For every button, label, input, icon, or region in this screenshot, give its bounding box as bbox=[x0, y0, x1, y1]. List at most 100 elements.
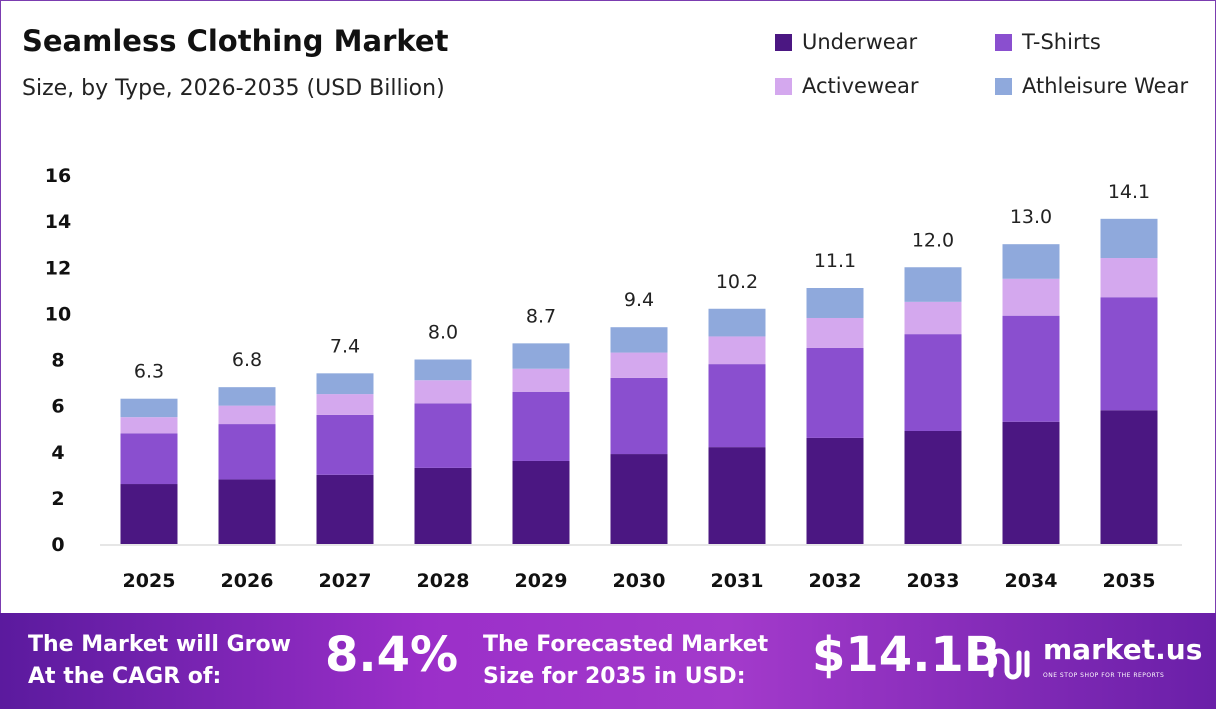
x-tick-label: 2029 bbox=[515, 570, 568, 592]
bar-segment-underwear bbox=[120, 484, 178, 544]
legend-label: Athleisure Wear bbox=[1022, 74, 1189, 98]
x-tick-label: 2033 bbox=[907, 570, 960, 592]
legend-item: Underwear bbox=[775, 30, 917, 54]
bar-segment-activewear bbox=[120, 417, 178, 434]
y-tick-label: 6 bbox=[51, 396, 64, 418]
y-tick-label: 12 bbox=[45, 257, 71, 279]
x-tick-label: 2034 bbox=[1005, 570, 1058, 592]
bar-segment-t-shirts bbox=[120, 433, 178, 485]
bar-segment-activewear bbox=[316, 394, 374, 415]
bar-segment-t-shirts bbox=[1100, 297, 1158, 411]
bar-segment-t-shirts bbox=[610, 377, 668, 455]
legend-item: T-Shirts bbox=[995, 30, 1101, 54]
legend-item: Athleisure Wear bbox=[995, 74, 1188, 98]
bar-segment-t-shirts bbox=[904, 334, 962, 431]
bar-segment-t-shirts bbox=[806, 347, 864, 438]
bar-total-label: 8.7 bbox=[526, 305, 556, 327]
y-tick-label: 8 bbox=[51, 350, 64, 372]
y-tick-label: 14 bbox=[45, 211, 71, 233]
forecast-value: $14.1B bbox=[812, 627, 1001, 683]
legend-swatch bbox=[775, 77, 792, 95]
bar-segment-activewear bbox=[610, 352, 668, 378]
bar-segment-athleisure-wear bbox=[904, 267, 962, 302]
legend-item: Activewear bbox=[775, 74, 919, 98]
bar-segment-athleisure-wear bbox=[414, 359, 472, 381]
bar-segment-athleisure-wear bbox=[218, 387, 276, 406]
logo-text: market.us bbox=[1043, 633, 1203, 666]
bar-segment-athleisure-wear bbox=[610, 327, 668, 353]
legend-label: Underwear bbox=[802, 30, 918, 54]
bar-segment-underwear bbox=[218, 479, 276, 544]
y-tick-label: 2 bbox=[51, 488, 64, 510]
bar-segment-underwear bbox=[1002, 421, 1060, 544]
logo-icon bbox=[988, 648, 1030, 680]
bar-segment-activewear bbox=[218, 405, 276, 425]
bar-segment-t-shirts bbox=[218, 424, 276, 480]
bar-segment-underwear bbox=[708, 447, 766, 544]
bar-segment-activewear bbox=[1002, 278, 1060, 316]
y-tick-label: 0 bbox=[51, 534, 64, 556]
bar-segment-t-shirts bbox=[1002, 315, 1060, 422]
bar-segment-athleisure-wear bbox=[708, 308, 766, 337]
x-tick-label: 2030 bbox=[613, 570, 666, 592]
bar-total-label: 10.2 bbox=[716, 271, 758, 293]
bar-segment-t-shirts bbox=[316, 414, 374, 475]
bar-total-label: 9.4 bbox=[624, 289, 654, 311]
bar-segment-athleisure-wear bbox=[512, 343, 570, 369]
bar-segment-activewear bbox=[904, 301, 962, 335]
cagr-value: 8.4% bbox=[325, 627, 459, 683]
y-tick-label: 4 bbox=[51, 442, 64, 464]
bar-segment-activewear bbox=[414, 380, 472, 404]
legend-label: Activewear bbox=[802, 74, 919, 98]
bar-segment-athleisure-wear bbox=[806, 288, 864, 318]
x-tick-label: 2027 bbox=[319, 570, 372, 592]
cagr-label-line2: At the CAGR of: bbox=[28, 664, 222, 689]
bar-segment-activewear bbox=[1100, 258, 1158, 298]
bar-segment-underwear bbox=[512, 460, 570, 544]
y-tick-label: 16 bbox=[45, 165, 71, 187]
x-tick-label: 2025 bbox=[123, 570, 176, 592]
bar-segment-underwear bbox=[904, 430, 962, 544]
bar-segment-underwear bbox=[806, 437, 864, 544]
bar-segment-underwear bbox=[1100, 410, 1158, 544]
bar-total-label: 14.1 bbox=[1108, 181, 1150, 203]
cagr-label-line1: The Market will Grow bbox=[28, 632, 291, 657]
forecast-label-line2: Size for 2035 in USD: bbox=[483, 664, 746, 689]
bar-total-label: 6.8 bbox=[232, 349, 262, 371]
bar-segment-t-shirts bbox=[512, 391, 570, 461]
forecast-label: The Forecasted Market Size for 2035 in US… bbox=[483, 629, 768, 693]
legend-swatch bbox=[995, 33, 1012, 51]
bar-segment-athleisure-wear bbox=[1002, 244, 1060, 279]
bar-segment-activewear bbox=[806, 317, 864, 348]
chart-title: Seamless Clothing Market bbox=[22, 24, 449, 58]
bar-segment-underwear bbox=[610, 454, 668, 544]
bar-segment-activewear bbox=[708, 336, 766, 365]
chart-subtitle: Size, by Type, 2026-2035 (USD Billion) bbox=[22, 76, 445, 101]
y-tick-label: 10 bbox=[45, 303, 71, 325]
x-tick-label: 2031 bbox=[711, 570, 764, 592]
bar-total-label: 11.1 bbox=[814, 250, 856, 272]
bar-segment-athleisure-wear bbox=[1100, 218, 1158, 259]
bar-segment-activewear bbox=[512, 368, 570, 392]
x-tick-label: 2026 bbox=[221, 570, 274, 592]
bar-total-label: 7.4 bbox=[330, 335, 360, 357]
legend-swatch bbox=[995, 77, 1012, 95]
bar-segment-underwear bbox=[414, 467, 472, 544]
chart-plot: 0 2 4 6 8 10 12 14 16 6.3 2025 6.8 2026 7.4 2027 8.0 202… bbox=[45, 165, 1182, 592]
cagr-label: The Market will Grow At the CAGR of: bbox=[28, 629, 291, 693]
logo-tagline: ONE STOP SHOP FOR THE REPORTS bbox=[1043, 672, 1165, 679]
bar-segment-underwear bbox=[316, 474, 374, 544]
bar-segment-athleisure-wear bbox=[120, 398, 178, 418]
legend-label: T-Shirts bbox=[1022, 30, 1101, 54]
bar-total-label: 8.0 bbox=[428, 322, 458, 344]
bar-segment-t-shirts bbox=[708, 364, 766, 448]
bar-total-label: 12.0 bbox=[912, 229, 954, 251]
bar-total-label: 13.0 bbox=[1010, 206, 1052, 228]
x-tick-label: 2028 bbox=[417, 570, 470, 592]
bar-segment-athleisure-wear bbox=[316, 373, 374, 395]
market-us-logo: market.us ONE STOP SHOP FOR THE REPORTS bbox=[985, 633, 1203, 689]
forecast-label-line1: The Forecasted Market bbox=[483, 632, 769, 657]
summary-banner: The Market will Grow At the CAGR of: 8.4%… bbox=[0, 613, 1216, 709]
bar-total-label: 6.3 bbox=[134, 361, 164, 383]
x-tick-label: 2032 bbox=[809, 570, 862, 592]
